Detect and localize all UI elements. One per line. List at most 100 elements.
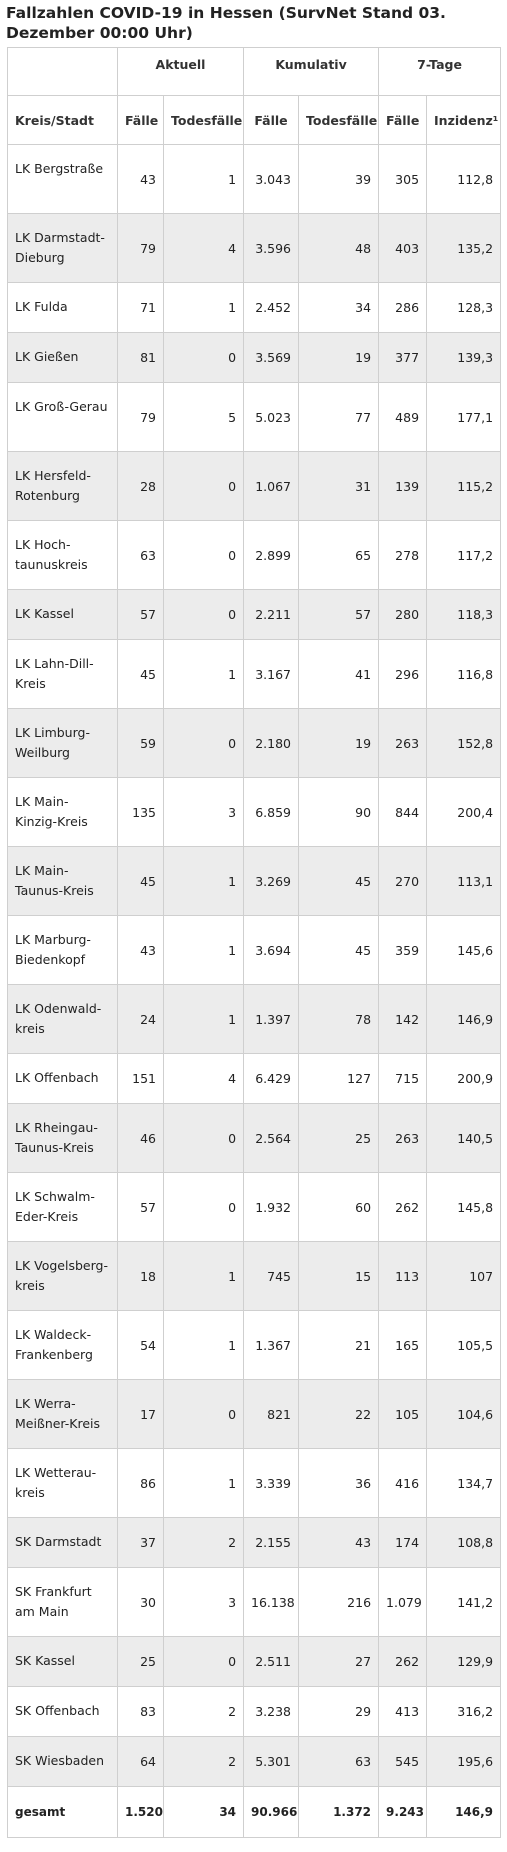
- inzidenz: 107: [426, 1241, 502, 1311]
- faelle-kumulativ: 745: [243, 1241, 300, 1311]
- faelle-aktuell: 45: [117, 846, 164, 916]
- table-row: LK Waldeck-Frankenberg 54 1 1.367 21 165 105,5: [7, 1310, 502, 1380]
- todesfaelle-aktuell: 5: [162, 382, 245, 452]
- inzidenz: 200,9: [426, 1053, 502, 1104]
- faelle-7-tage: 280: [378, 589, 428, 640]
- todesfaelle-kumulativ: 27: [298, 1636, 380, 1687]
- district-name: LK Fulda: [7, 282, 118, 333]
- column-header-faelle-kumulativ: Fälle: [243, 95, 300, 145]
- todesfaelle-kumulativ: 21: [298, 1310, 380, 1380]
- district-name: SK Offenbach: [7, 1686, 118, 1737]
- todesfaelle-kumulativ: 22: [298, 1379, 380, 1449]
- inzidenz: 145,8: [426, 1172, 502, 1242]
- faelle-7-tage: 270: [378, 846, 428, 916]
- faelle-kumulativ: 2.511: [243, 1636, 300, 1687]
- todesfaelle-aktuell: 0: [162, 451, 245, 521]
- todesfaelle-kumulativ: 48: [298, 213, 380, 283]
- faelle-aktuell: 57: [117, 1172, 164, 1242]
- todesfaelle-aktuell: 4: [162, 213, 245, 283]
- faelle-kumulativ: 3.596: [243, 213, 300, 283]
- table-row: SK Darmstadt 37 2 2.155 43 174 108,8: [7, 1517, 502, 1568]
- district-name: LK Main-Taunus-Kreis: [7, 846, 118, 916]
- inzidenz: 316,2: [426, 1686, 502, 1737]
- district-name: LK Waldeck-Frankenberg: [7, 1310, 118, 1380]
- todesfaelle-aktuell: 1: [162, 846, 245, 916]
- todesfaelle-aktuell: 0: [162, 520, 245, 590]
- table-row: LK Rheingau-Taunus-Kreis 46 0 2.564 25 263 140…: [7, 1103, 502, 1173]
- todesfaelle-kumulativ: 65: [298, 520, 380, 590]
- inzidenz: 195,6: [426, 1736, 502, 1787]
- faelle-aktuell: 64: [117, 1736, 164, 1787]
- table-row: LK Werra-Meißner-Kreis 17 0 821 22 105 104,6: [7, 1379, 502, 1449]
- district-name: LK Schwalm-Eder-Kreis: [7, 1172, 118, 1242]
- table-row: LK Wetterau-kreis 86 1 3.339 36 416 134,7: [7, 1448, 502, 1518]
- table-row: LK Main-Taunus-Kreis 45 1 3.269 45 270 113,1: [7, 846, 502, 916]
- todesfaelle-kumulativ: 25: [298, 1103, 380, 1173]
- todesfaelle-kumulativ: 45: [298, 915, 380, 985]
- inzidenz: 139,3: [426, 332, 502, 383]
- inzidenz: 140,5: [426, 1103, 502, 1173]
- todesfaelle-aktuell: 1: [162, 282, 245, 333]
- faelle-aktuell: 81: [117, 332, 164, 383]
- todesfaelle-kumulativ: 29: [298, 1686, 380, 1737]
- district-name: LK Vogelsberg-kreis: [7, 1241, 118, 1311]
- faelle-7-tage: 262: [378, 1172, 428, 1242]
- todesfaelle-kumulativ: 19: [298, 708, 380, 778]
- district-name: LK Kassel: [7, 589, 118, 640]
- todesfaelle-aktuell: 0: [162, 1636, 245, 1687]
- district-name: SK Kassel: [7, 1636, 118, 1687]
- todesfaelle-kumulativ: 77: [298, 382, 380, 452]
- faelle-aktuell: 46: [117, 1103, 164, 1173]
- district-name: LK Marburg-Biedenkopf: [7, 915, 118, 985]
- table-row: LK Groß-Gerau 79 5 5.023 77 489 177,1: [7, 382, 502, 452]
- todesfaelle-aktuell: 3: [162, 1567, 245, 1637]
- faelle-kumulativ: 3.339: [243, 1448, 300, 1518]
- todesfaelle-aktuell: 1: [162, 1241, 245, 1311]
- faelle-7-tage: 489: [378, 382, 428, 452]
- faelle-kumulativ: 2.564: [243, 1103, 300, 1173]
- todesfaelle-aktuell: 0: [162, 1379, 245, 1449]
- faelle-7-tage: 416: [378, 1448, 428, 1518]
- total-faelle-aktuell: 1.520: [117, 1786, 164, 1838]
- todesfaelle-aktuell: 0: [162, 1172, 245, 1242]
- faelle-kumulativ: 6.429: [243, 1053, 300, 1104]
- faelle-aktuell: 18: [117, 1241, 164, 1311]
- todesfaelle-kumulativ: 34: [298, 282, 380, 333]
- faelle-7-tage: 262: [378, 1636, 428, 1687]
- todesfaelle-aktuell: 0: [162, 708, 245, 778]
- todesfaelle-aktuell: 2: [162, 1517, 245, 1568]
- faelle-7-tage: 359: [378, 915, 428, 985]
- faelle-aktuell: 25: [117, 1636, 164, 1687]
- column-header-todesfaelle-aktuell: Todesfälle: [162, 95, 245, 145]
- total-row: gesamt 1.520 34 90.966 1.372 9.243 146,9: [7, 1786, 502, 1838]
- group-header-7-tage: 7-Tage: [378, 47, 502, 96]
- faelle-kumulativ: 3.043: [243, 144, 300, 214]
- faelle-kumulativ: 2.155: [243, 1517, 300, 1568]
- faelle-aktuell: 43: [117, 144, 164, 214]
- inzidenz: 145,6: [426, 915, 502, 985]
- faelle-kumulativ: 3.238: [243, 1686, 300, 1737]
- todesfaelle-aktuell: 1: [162, 639, 245, 709]
- district-name: LK Hersfeld-Rotenburg: [7, 451, 118, 521]
- inzidenz: 128,3: [426, 282, 502, 333]
- faelle-aktuell: 17: [117, 1379, 164, 1449]
- todesfaelle-aktuell: 0: [162, 589, 245, 640]
- total-faelle-7-tage: 9.243: [378, 1786, 428, 1838]
- district-name: LK Hoch-taunuskreis: [7, 520, 118, 590]
- faelle-7-tage: 263: [378, 708, 428, 778]
- district-name: LK Main-Kinzig-Kreis: [7, 777, 118, 847]
- faelle-kumulativ: 3.167: [243, 639, 300, 709]
- faelle-aktuell: 43: [117, 915, 164, 985]
- faelle-7-tage: 715: [378, 1053, 428, 1104]
- todesfaelle-aktuell: 0: [162, 332, 245, 383]
- district-name: LK Bergstraße: [7, 144, 118, 214]
- faelle-kumulativ: 1.367: [243, 1310, 300, 1380]
- faelle-7-tage: 403: [378, 213, 428, 283]
- inzidenz: 118,3: [426, 589, 502, 640]
- faelle-kumulativ: 3.569: [243, 332, 300, 383]
- faelle-aktuell: 151: [117, 1053, 164, 1104]
- todesfaelle-kumulativ: 78: [298, 984, 380, 1054]
- faelle-aktuell: 135: [117, 777, 164, 847]
- faelle-aktuell: 54: [117, 1310, 164, 1380]
- column-header-todesfaelle-kumulativ: Todesfälle: [298, 95, 380, 145]
